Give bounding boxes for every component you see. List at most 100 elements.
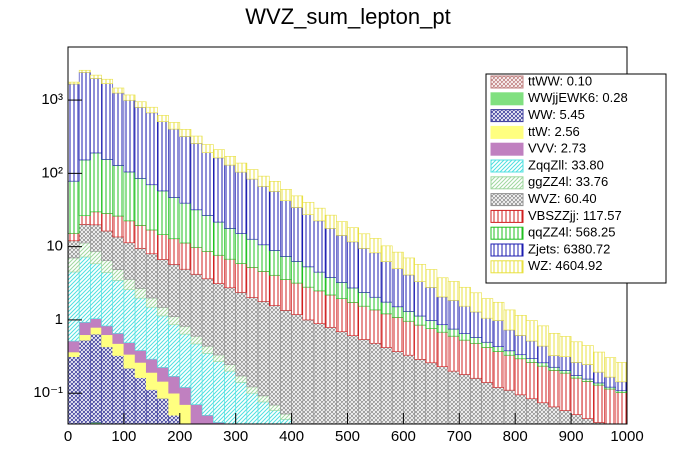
histogram-bar [112,333,125,344]
histogram-bar [190,135,203,144]
histogram-bar [313,290,326,324]
histogram-bar [112,87,125,94]
histogram-bar [101,272,114,327]
histogram-bar [78,256,91,323]
histogram-bar [78,334,91,341]
histogram-bar [458,374,471,424]
histogram-bar [190,343,203,405]
histogram-bar [503,309,516,331]
histogram-bar [570,341,583,363]
histogram-bar [78,322,91,336]
histogram-bar [403,354,415,424]
histogram-bar [68,240,80,259]
histogram-bar [201,215,214,252]
histogram-bar [134,362,147,378]
histogram-bar [168,197,181,240]
histogram-bar [615,381,627,392]
histogram-bar [313,271,326,292]
histogram-bar [246,297,259,388]
x-tick-label: 600 [391,428,416,445]
x-tick-label: 300 [223,428,248,445]
histogram-bar [168,264,181,317]
histogram-bar [134,297,147,351]
histogram-bar [291,207,304,262]
histogram-bar [235,292,248,377]
histogram-bar [302,201,315,215]
histogram-bar [403,257,415,276]
histogram-bar [514,315,527,336]
histogram-bar [179,333,192,388]
legend-swatch [490,243,524,257]
y-tick-label: 10 [46,238,63,255]
histogram-bar [224,228,237,260]
x-tick-label: 800 [503,428,528,445]
histogram-bar [604,388,617,424]
histogram-bar [78,215,91,225]
histogram-bar [101,159,114,214]
histogram-bar [336,235,348,283]
histogram-bar [447,281,460,301]
histogram-bar [145,297,158,308]
histogram-bar [347,227,359,243]
histogram-bar [112,269,125,281]
histogram-bar [134,225,147,249]
histogram-bar [559,372,572,411]
axes: 0 100 200 300 400 500 600 700 800 900 1000 10⁻¹ 1 10 1… [33,91,643,445]
histogram-bar [190,143,203,211]
histogram-bar [414,324,427,360]
histogram-bar [201,250,214,280]
histogram-bar [168,324,181,377]
histogram-bar [481,347,494,383]
histogram-bar [179,136,192,204]
histogram-bar [324,327,337,424]
histogram-bar [447,370,460,424]
histogram-bar [324,277,337,296]
histogram-bar [257,244,270,272]
histogram-bar [78,224,91,244]
histogram-bar [235,382,248,424]
histogram-bar [90,152,102,213]
legend-label: Zjets: 6380.72 [528,241,610,256]
histogram-bar [414,315,427,326]
histogram-bar [157,121,169,192]
histogram-bar [201,278,214,347]
histogram-bar [145,112,158,186]
y-tick-label: 10⁻¹ [33,384,63,401]
histogram-bar [145,106,158,114]
histogram-bar [101,334,114,348]
legend-label: WZ: 4604.92 [528,258,602,273]
legend-label: VVV: 2.73 [528,141,586,156]
legend-swatch [490,260,524,274]
histogram-bar [425,320,438,329]
x-tick-label: 100 [111,428,136,445]
histogram-bar [414,264,427,282]
x-tick-label: 0 [64,428,72,445]
histogram-bar [559,336,572,357]
histogram-bar [380,301,393,315]
histogram-bar [369,342,382,424]
histogram-bar [123,220,136,244]
histogram-bar [90,211,102,226]
histogram-bar [425,328,438,364]
histogram-bar [604,376,617,388]
histogram-bar [548,366,561,371]
histogram-bar [68,257,80,273]
histogram-bar [458,305,471,334]
histogram-bar [68,83,80,182]
histogram-bar [470,342,482,379]
histogram-bar [347,302,359,336]
histogram-bar [101,213,114,232]
histogram-bar [134,377,147,424]
histogram-bar [134,178,147,226]
histogram-bar [235,375,248,383]
histogram-bar [280,189,292,202]
histogram-bar [380,245,393,262]
histogram-bar [213,283,225,356]
histogram-bar [157,190,169,235]
histogram-bar [168,392,181,416]
histogram-bar [145,389,158,424]
histogram-bar [134,247,147,289]
histogram-bar [134,101,147,108]
x-tick-label: 900 [559,428,584,445]
histogram-bar [235,263,248,293]
